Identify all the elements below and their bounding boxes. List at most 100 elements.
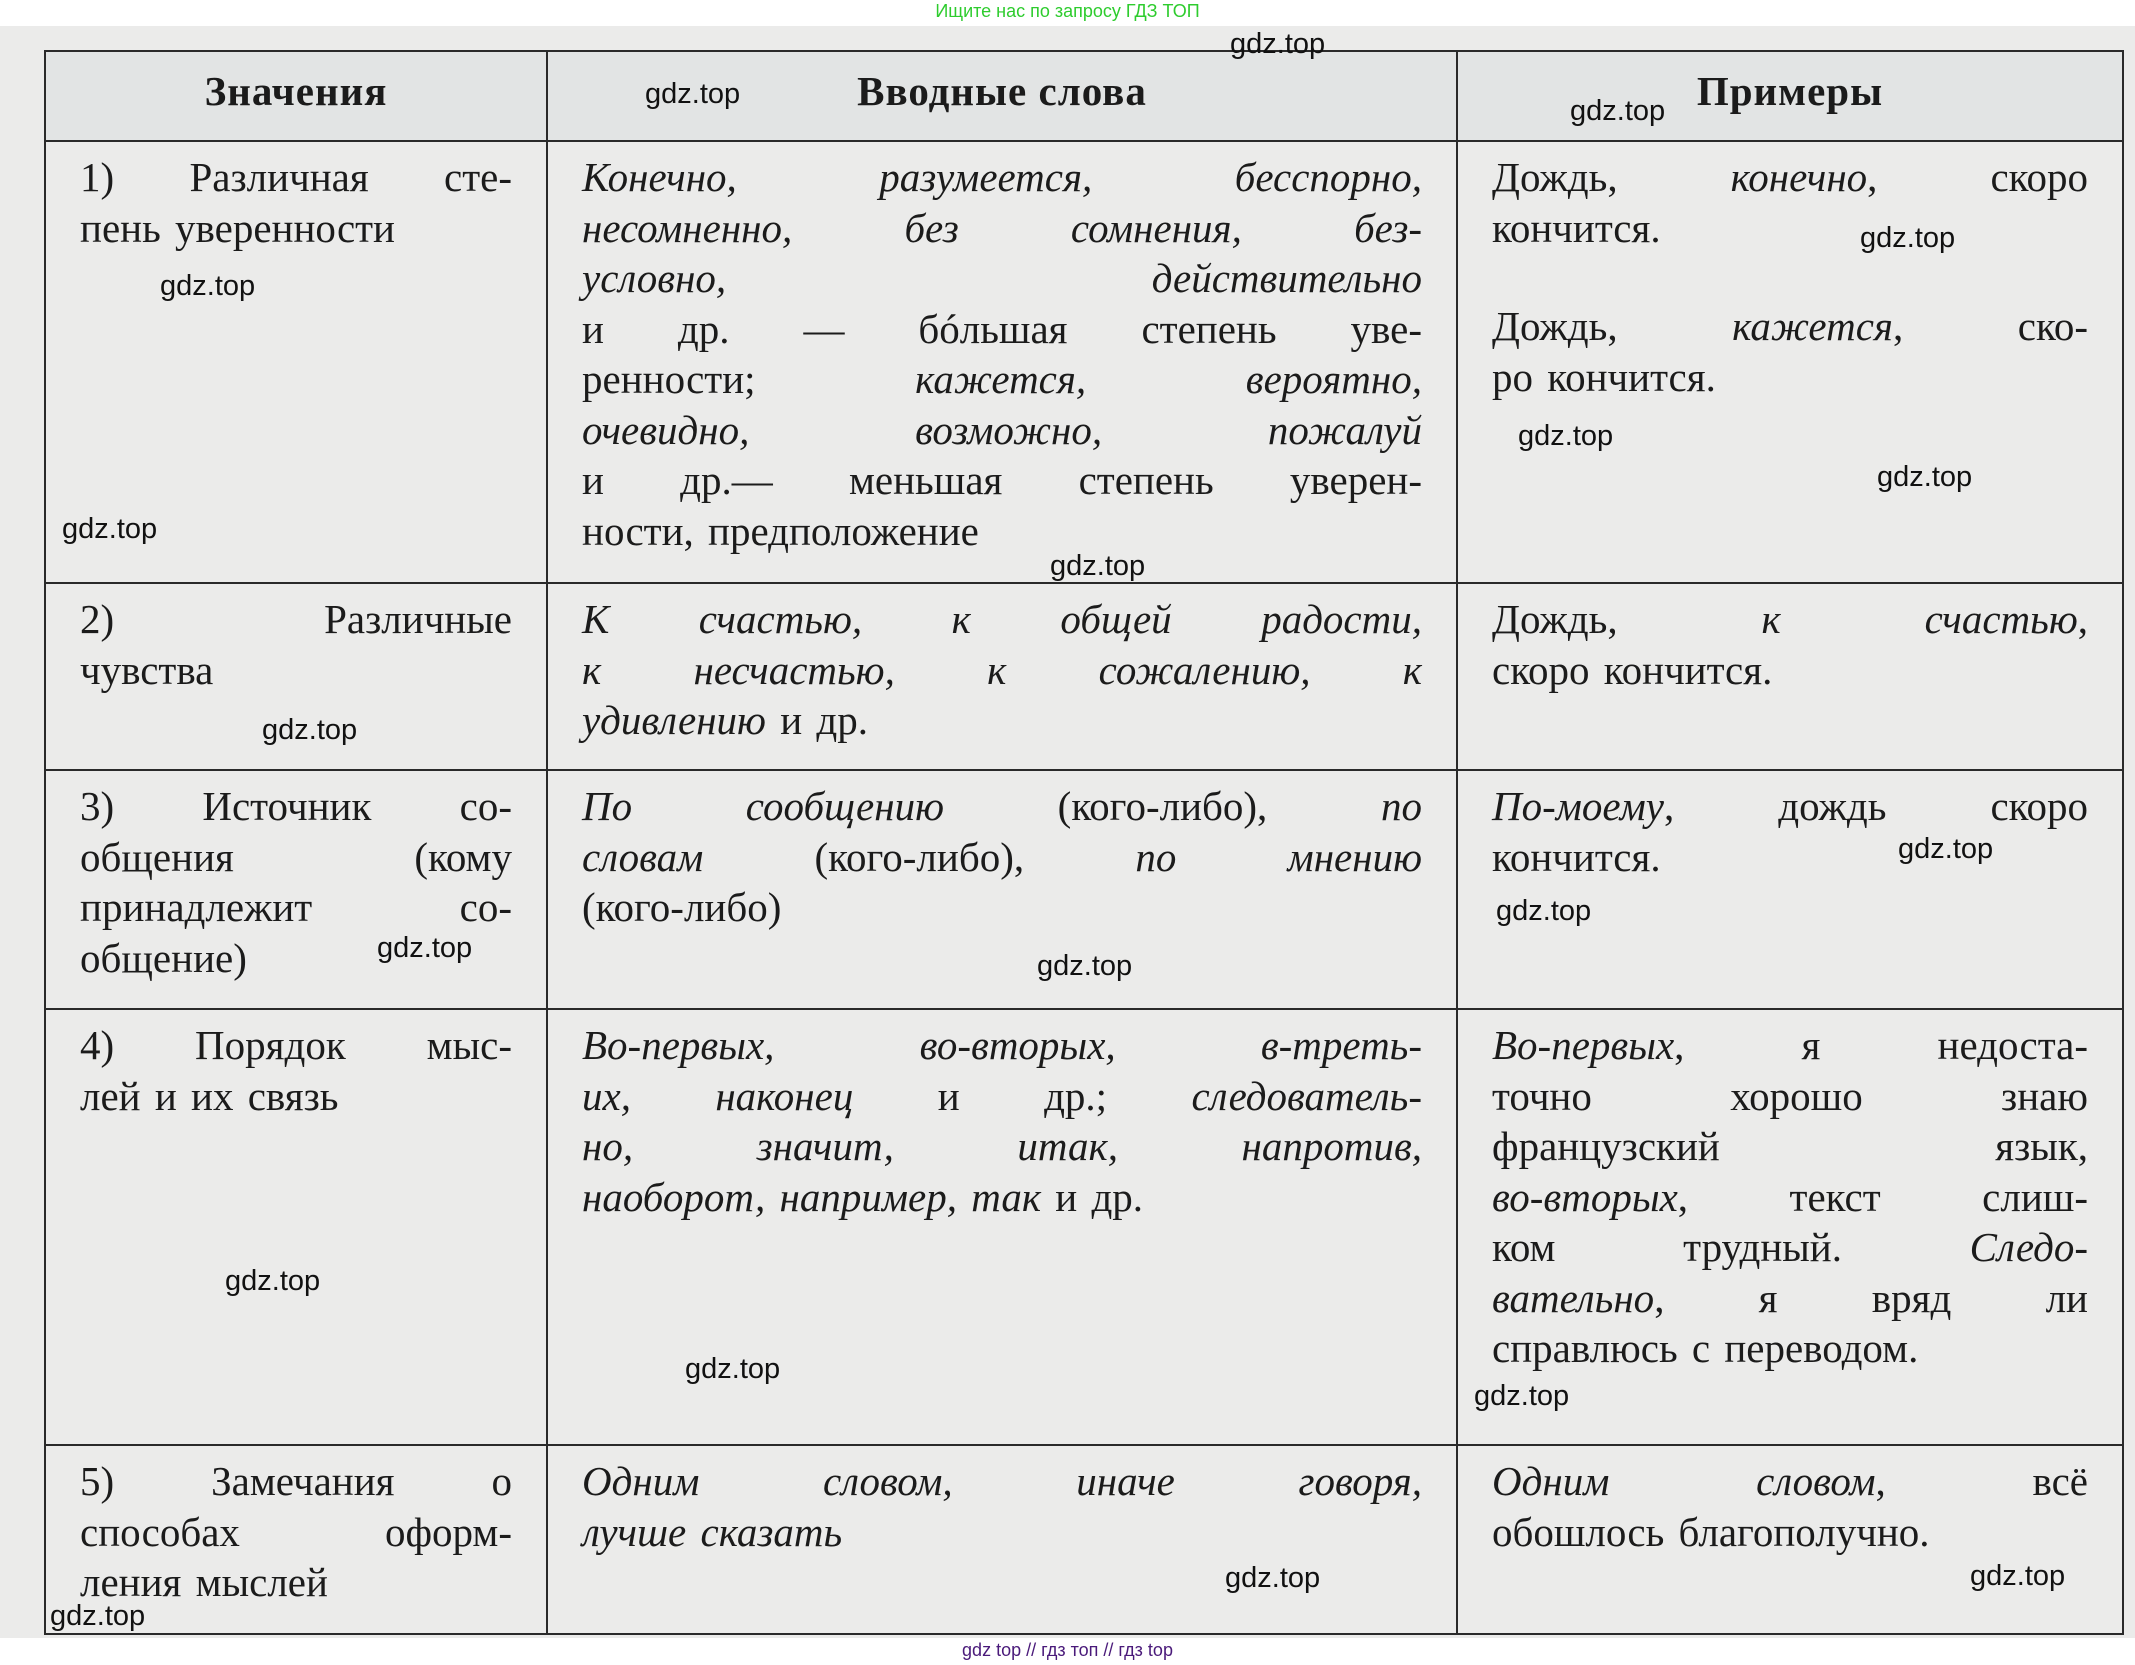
text: (кого-либо) bbox=[582, 884, 782, 930]
watermark: gdz.top bbox=[225, 1265, 321, 1297]
table-row: 4) Порядок мыс-лей и их связь Во-первых, … bbox=[44, 1008, 2124, 1446]
text-line: принадлежит со- bbox=[80, 882, 512, 933]
text-line: и др.— меньшая степень уверен- bbox=[582, 455, 1422, 506]
italic-text: во-вторых bbox=[1492, 1173, 1678, 1220]
example-cell: Дождь, конечно, скоро кончится. Дождь, каж… bbox=[1456, 140, 2124, 584]
text-line: лучше сказать bbox=[582, 1507, 1422, 1558]
italic-text: вательно bbox=[1492, 1274, 1655, 1321]
text: ности, предположение bbox=[582, 507, 979, 554]
table-row: 5) Замечания о способах оформ-ления мысле… bbox=[44, 1444, 2124, 1635]
italic-text: словам bbox=[582, 833, 704, 880]
text-line: их, наконец и др.; следователь- bbox=[582, 1071, 1422, 1122]
meaning-cell: 2) Различные чувства bbox=[44, 582, 548, 771]
introductory-words-cell: К счастью, к общей радости, к несчастью, … bbox=[546, 582, 1458, 771]
introductory-words-cell: Одним словом, иначе говоря, лучше сказать bbox=[546, 1444, 1458, 1635]
text: и др. bbox=[1041, 1173, 1144, 1220]
text: 4) Порядок мыс- bbox=[80, 1022, 512, 1068]
paragraph: Одним словом, иначе говоря, лучше сказать bbox=[582, 1456, 1422, 1557]
text-line: 4) Порядок мыс- bbox=[80, 1020, 512, 1071]
watermark: gdz.top bbox=[685, 1353, 781, 1385]
meaning-cell: 5) Замечания о способах оформ-ления мысле… bbox=[44, 1444, 548, 1635]
paragraph: Во-первых, во-вторых, в-треть-их, наконе… bbox=[582, 1020, 1422, 1222]
text-line: 5) Замечания о bbox=[80, 1456, 512, 1507]
text-line: 3) Источник со- bbox=[80, 781, 512, 832]
paragraph: Дождь, кажется, ско-ро кончится. bbox=[1492, 301, 2088, 402]
text: , дождь скоро bbox=[1663, 783, 2088, 829]
paragraph: 2) Различные чувства bbox=[80, 594, 512, 695]
header-introductory-words: Вводные слова bbox=[546, 50, 1458, 142]
text-line: чувства bbox=[80, 645, 512, 696]
paragraph: Дождь, к счастью, скоро кончится. bbox=[1492, 594, 2088, 695]
watermark: gdz.top bbox=[1970, 1560, 2066, 1592]
text-line: Дождь, кажется, ско- bbox=[1492, 301, 2088, 352]
text-line: во-вторых, текст слиш- bbox=[1492, 1172, 2088, 1223]
text: Дождь, bbox=[1492, 303, 1733, 349]
text: , bbox=[2077, 596, 2088, 642]
text: , я вряд ли bbox=[1654, 1274, 2088, 1321]
watermark: gdz.top bbox=[1877, 461, 1973, 493]
header-meanings: Значения bbox=[44, 50, 548, 142]
meaning-cell: 3) Источник со-общения (кому принадлежит … bbox=[44, 769, 548, 1010]
watermark: gdz.top bbox=[1860, 222, 1956, 254]
text-line: кончится. bbox=[1492, 832, 2088, 883]
text: принадлежит со- bbox=[80, 884, 512, 930]
text: (кого-либо), bbox=[943, 783, 1381, 829]
watermark: gdz.top bbox=[1496, 895, 1592, 927]
italic-text: наоборот, например, так bbox=[582, 1173, 1041, 1220]
text-line: Во-первых, во-вторых, в-треть- bbox=[582, 1020, 1422, 1071]
italic-text: Одним словом, иначе говоря, bbox=[582, 1458, 1422, 1504]
italic-text: по мнению bbox=[1135, 833, 1423, 880]
text-line: По-моему, дождь скоро bbox=[1492, 781, 2088, 832]
text: пень уверенности bbox=[80, 204, 396, 251]
paragraph: Одним словом, всё обошлось благополучно. bbox=[1492, 1456, 2088, 1557]
watermark: gdz.top bbox=[645, 78, 741, 110]
text-line: удивлению и др. bbox=[582, 695, 1422, 746]
italic-text: По сообщению bbox=[582, 783, 944, 829]
text: лей и их связь bbox=[80, 1072, 339, 1119]
text: скоро кончится. bbox=[1492, 646, 1773, 693]
text-line: наоборот, например, так и др. bbox=[582, 1172, 1422, 1223]
text: , всё bbox=[1875, 1458, 2088, 1504]
text-line: несомненно, без сомнения, без- bbox=[582, 203, 1422, 254]
paragraph: 3) Источник со-общения (кому принадлежит … bbox=[80, 781, 512, 983]
text-line: ком трудный. Следо- bbox=[1492, 1222, 2088, 1273]
text: , скоро bbox=[1867, 154, 2088, 200]
text-line: но, значит, итак, напротив, bbox=[582, 1121, 1422, 1172]
paragraph: По-моему, дождь скоро кончится. bbox=[1492, 781, 2088, 882]
meaning-cell: 4) Порядок мыс-лей и их связь bbox=[44, 1008, 548, 1446]
text: справлюсь с переводом. bbox=[1492, 1325, 1919, 1371]
watermark: gdz.top bbox=[1037, 950, 1133, 982]
meaning-cell: 1) Различная сте-пень уверенности bbox=[44, 140, 548, 584]
italic-text: но, значит, итак, напротив, bbox=[582, 1123, 1422, 1169]
text: ренности; bbox=[582, 356, 916, 402]
text: обошлось благополучно. bbox=[1492, 1508, 1930, 1555]
text: и др.— меньшая степень уверен- bbox=[582, 457, 1422, 503]
text: кончится. bbox=[1492, 833, 1661, 880]
example-cell: Дождь, к счастью, скоро кончится. bbox=[1456, 582, 2124, 771]
italic-text: Во-первых, во-вторых, в-треть- bbox=[582, 1022, 1422, 1068]
text-line: 1) Различная сте- bbox=[80, 152, 512, 203]
paragraph: Во-первых, я недоста-точно хорошо знаю фр… bbox=[1492, 1020, 2088, 1374]
text-line: скоро кончится. bbox=[1492, 645, 2088, 696]
example-cell: Одним словом, всё обошлось благополучно. bbox=[1456, 1444, 2124, 1635]
text: и др.; bbox=[853, 1072, 1192, 1119]
text-line: пень уверенности bbox=[80, 203, 512, 254]
italic-text: конечно bbox=[1730, 154, 1868, 200]
italic-text: несомненно, без сомнения, без- bbox=[582, 204, 1422, 251]
table-row: 1) Различная сте-пень уверенности Конечно… bbox=[44, 140, 2124, 584]
text-line: к несчастью, к сожалению, к bbox=[582, 645, 1422, 696]
text-line: (кого-либо) bbox=[582, 882, 1422, 933]
text: французский язык, bbox=[1492, 1123, 2088, 1169]
text-line: К счастью, к общей радости, bbox=[582, 594, 1422, 645]
text-line: кончится. bbox=[1492, 203, 2088, 254]
text-line: очевидно, возможно, пожалуй bbox=[582, 405, 1422, 456]
italic-text: кажется bbox=[1732, 303, 1893, 349]
example-cell: По-моему, дождь скоро кончится. bbox=[1456, 769, 2124, 1010]
text: Дождь, bbox=[1492, 596, 1762, 642]
text: и др. — бóльшая степень уве- bbox=[582, 305, 1422, 352]
italic-text: Во-первых bbox=[1492, 1022, 1675, 1068]
watermark: gdz.top bbox=[1474, 1380, 1570, 1412]
header-examples: Примеры bbox=[1456, 50, 2124, 142]
paragraph: Дождь, конечно, скоро кончится. bbox=[1492, 152, 2088, 253]
text: общения (кому bbox=[80, 833, 512, 880]
